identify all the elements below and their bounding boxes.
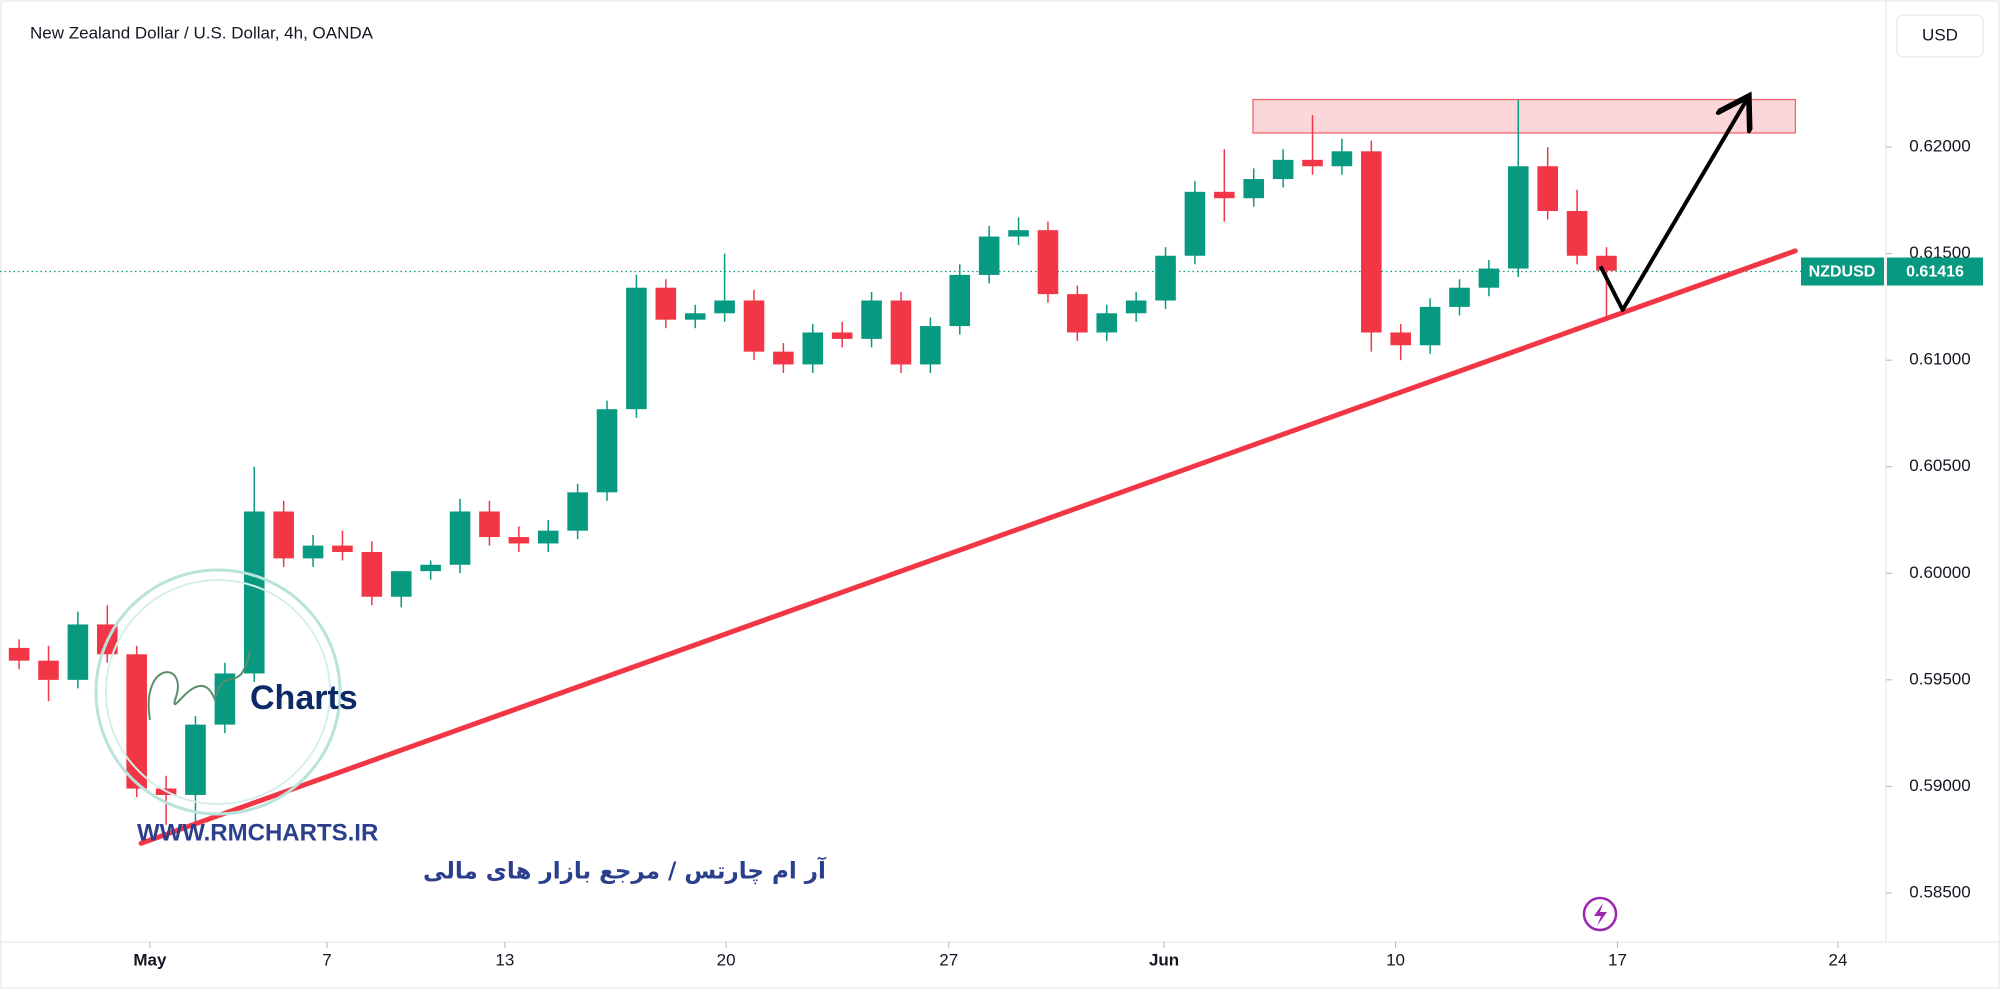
candle-body bbox=[1478, 268, 1500, 288]
trendline bbox=[138, 248, 1798, 846]
watermark-logo: Charts bbox=[250, 679, 358, 717]
candle-body bbox=[390, 571, 412, 597]
candle-body bbox=[1272, 159, 1294, 180]
y-tick-label: 0.58500 bbox=[1909, 882, 1970, 901]
candle-body bbox=[302, 545, 324, 559]
candle-body bbox=[1214, 191, 1235, 199]
candle-body bbox=[420, 564, 441, 572]
candle-body bbox=[920, 326, 941, 365]
resistance-zone bbox=[1252, 98, 1796, 134]
candle-body bbox=[684, 313, 706, 320]
candle-body bbox=[655, 287, 677, 320]
x-tick-label: May bbox=[133, 950, 167, 969]
y-tick-label: 0.59500 bbox=[1909, 669, 1970, 688]
watermark-tagline: آر ام چارتس / مرجع بازار های مالی bbox=[423, 856, 827, 885]
candle-body bbox=[1037, 230, 1059, 295]
symbol-badge-label: NZDUSD bbox=[1809, 264, 1876, 281]
candle-body bbox=[273, 511, 294, 559]
candle-body bbox=[1331, 151, 1353, 167]
candle-body bbox=[1155, 255, 1176, 301]
x-tick-label: 7 bbox=[322, 950, 331, 969]
watermark-circle bbox=[105, 579, 331, 805]
x-tick-label: 17 bbox=[1608, 950, 1627, 969]
candle-body bbox=[8, 647, 30, 661]
y-tick-label: 0.59000 bbox=[1909, 776, 1970, 795]
candle-body bbox=[185, 724, 206, 795]
candle-body bbox=[1596, 255, 1617, 271]
candle-body bbox=[743, 300, 765, 352]
candle-body bbox=[1243, 179, 1265, 199]
candle-body bbox=[1067, 294, 1088, 333]
candle-body bbox=[978, 236, 1000, 275]
candle-body bbox=[1361, 151, 1382, 333]
candle-body bbox=[67, 624, 89, 680]
x-tick-label: Jun bbox=[1149, 950, 1179, 969]
candle-body bbox=[831, 332, 853, 339]
candle-body bbox=[1125, 300, 1147, 314]
watermark-signature bbox=[147, 649, 251, 721]
candle-body bbox=[1566, 210, 1588, 256]
candle-body bbox=[890, 300, 912, 365]
y-tick-label: 0.62000 bbox=[1909, 137, 1970, 156]
candle-body bbox=[537, 530, 559, 544]
candle-body bbox=[1419, 306, 1441, 346]
symbol-badge bbox=[1801, 257, 1884, 286]
y-tick-label: 0.61500 bbox=[1909, 243, 1970, 262]
candle-body bbox=[1302, 159, 1323, 167]
candle-body bbox=[626, 287, 647, 410]
candle-body bbox=[1096, 313, 1118, 333]
candle-body bbox=[1390, 332, 1411, 346]
x-tick-label: 27 bbox=[939, 950, 958, 969]
candle-body bbox=[714, 300, 735, 314]
watermark-url: WWW.RMCHARTS.IR bbox=[137, 819, 378, 846]
y-tick-label: 0.61000 bbox=[1909, 350, 1970, 369]
candle-body bbox=[949, 274, 971, 327]
y-tick-label: 0.60500 bbox=[1909, 456, 1970, 475]
candle-body bbox=[773, 351, 794, 365]
watermark: Charts WWW.RMCHARTS.IR آر ام چارتس / مرج… bbox=[94, 568, 827, 885]
watermark-circle bbox=[94, 568, 342, 816]
candle-body bbox=[243, 511, 265, 674]
candle-body bbox=[126, 654, 147, 789]
plot-area: 0.58500 0.59000 0.59500 0.60000 0.60500 0.610… bbox=[0, 0, 2000, 969]
last-price-label: 0.61416 bbox=[1906, 264, 1964, 281]
candle-body bbox=[802, 332, 824, 365]
x-tick-label: 10 bbox=[1386, 950, 1405, 969]
candle-body bbox=[1508, 166, 1529, 269]
candle-body bbox=[38, 660, 59, 680]
x-tick-label: 13 bbox=[495, 950, 514, 969]
projection-arrow bbox=[1598, 100, 1747, 312]
candle-body bbox=[449, 511, 471, 565]
x-tick-label: 20 bbox=[717, 950, 736, 969]
candle-body bbox=[332, 545, 353, 552]
chart-title: New Zealand Dollar / U.S. Dollar, 4h, OA… bbox=[30, 23, 374, 42]
candle-body bbox=[861, 300, 882, 339]
candle-body bbox=[479, 511, 500, 538]
candle-body bbox=[1008, 230, 1029, 237]
currency-button[interactable] bbox=[1896, 14, 1984, 58]
candle-body bbox=[596, 409, 618, 493]
y-tick-label: 0.60000 bbox=[1909, 563, 1970, 582]
lightning-icon[interactable] bbox=[1582, 896, 1618, 932]
candle-body bbox=[1184, 191, 1206, 256]
candle-body bbox=[361, 551, 383, 597]
candle-body bbox=[1537, 166, 1558, 211]
last-price-badge bbox=[1887, 257, 1983, 286]
candle-body bbox=[508, 537, 530, 544]
candle-body bbox=[567, 492, 588, 531]
candle-body bbox=[1449, 287, 1470, 307]
x-tick-label: 24 bbox=[1829, 950, 1848, 969]
currency-label[interactable]: USD bbox=[1922, 25, 1958, 44]
